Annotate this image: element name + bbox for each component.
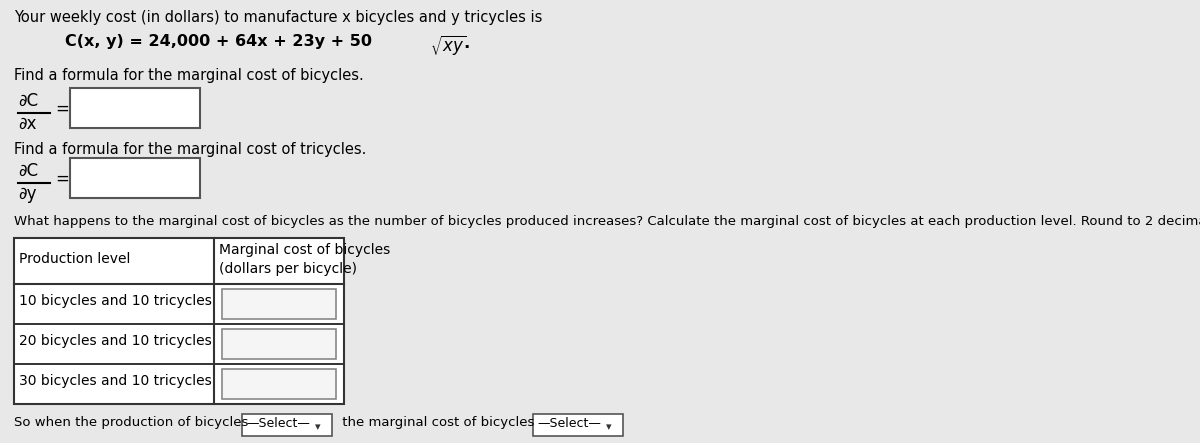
Bar [70, 88, 200, 128]
Bar [222, 369, 336, 399]
Text: So when the production of bicycles: So when the production of bicycles [14, 416, 253, 429]
Text: —Select—: —Select— [246, 417, 310, 430]
Text: the marginal cost of bicycles: the marginal cost of bicycles [338, 416, 539, 429]
Text: C(x, y) = 24,000 + 64x + 23y + 50: C(x, y) = 24,000 + 64x + 23y + 50 [65, 34, 372, 49]
Bar [222, 329, 336, 359]
Text: ∂y: ∂y [18, 185, 36, 203]
Text: 20 bicycles and 10 tricycles: 20 bicycles and 10 tricycles [19, 334, 211, 348]
Text: .: . [463, 34, 469, 52]
Bar [242, 414, 332, 436]
Text: (dollars per bicycle): (dollars per bicycle) [220, 262, 358, 276]
Text: Your weekly cost (in dollars) to manufacture x bicycles and y tricycles is: Your weekly cost (in dollars) to manufac… [14, 10, 542, 25]
Text: ∂C: ∂C [18, 92, 38, 110]
Bar [533, 414, 623, 436]
Bar [70, 158, 200, 198]
Text: —Select—: —Select— [538, 417, 601, 430]
Text: =: = [55, 170, 68, 188]
Bar [222, 289, 336, 319]
Text: What happens to the marginal cost of bicycles as the number of bicycles produced: What happens to the marginal cost of bic… [14, 215, 1200, 228]
Text: Find a formula for the marginal cost of tricycles.: Find a formula for the marginal cost of … [14, 142, 366, 157]
Text: ∂x: ∂x [18, 115, 36, 133]
Text: =: = [55, 100, 68, 118]
Text: 10 bicycles and 10 tricycles: 10 bicycles and 10 tricycles [19, 294, 212, 308]
Text: ▾: ▾ [606, 422, 612, 432]
Text: 30 bicycles and 10 tricycles: 30 bicycles and 10 tricycles [19, 374, 211, 388]
Text: ∂C: ∂C [18, 162, 38, 180]
Text: Marginal cost of bicycles: Marginal cost of bicycles [220, 243, 390, 257]
Text: $\sqrt{xy}$: $\sqrt{xy}$ [430, 34, 466, 58]
Text: Find a formula for the marginal cost of bicycles.: Find a formula for the marginal cost of … [14, 68, 364, 83]
Text: Production level: Production level [19, 252, 131, 266]
Bar [14, 238, 344, 404]
Text: ▾: ▾ [314, 422, 320, 432]
